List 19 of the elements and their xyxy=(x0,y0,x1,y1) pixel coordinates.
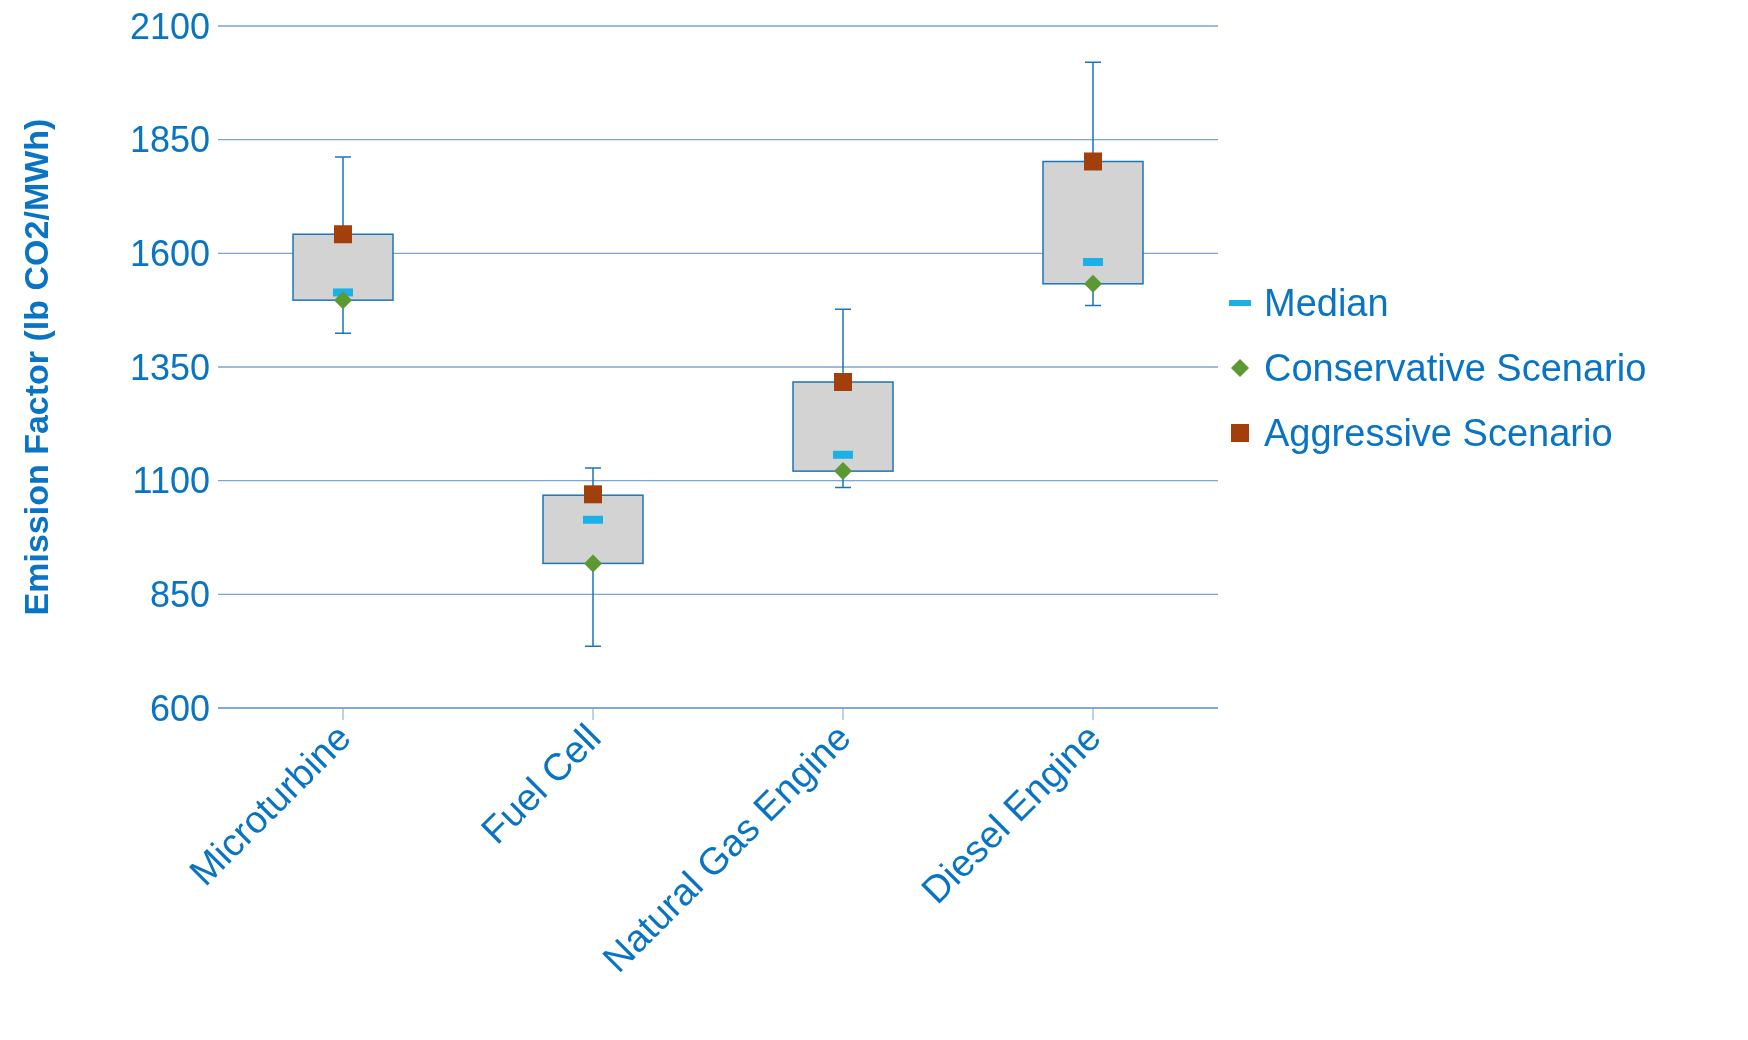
point xyxy=(334,291,352,310)
y-tick-label: 850 xyxy=(149,574,210,616)
y-tick-label: 1100 xyxy=(132,460,210,502)
point xyxy=(834,462,852,481)
point xyxy=(834,373,852,391)
legend-label: Aggressive Scenario xyxy=(1264,411,1613,455)
point xyxy=(584,485,602,504)
y-tick-label: 600 xyxy=(149,687,210,729)
y-axis-title: Emission Factor (lb CO2/MWh) xyxy=(17,118,56,616)
y-tick-label: 2100 xyxy=(129,5,210,47)
legend-label: Median xyxy=(1264,281,1389,325)
point xyxy=(334,225,352,244)
y-tick-label: 1350 xyxy=(129,346,210,388)
y-tick-label: 1600 xyxy=(129,233,210,275)
point xyxy=(1084,152,1102,171)
point xyxy=(584,554,602,573)
point xyxy=(1084,274,1102,293)
y-tick-label: 1850 xyxy=(129,119,210,161)
legend-label: Conservative Scenario xyxy=(1264,346,1647,390)
